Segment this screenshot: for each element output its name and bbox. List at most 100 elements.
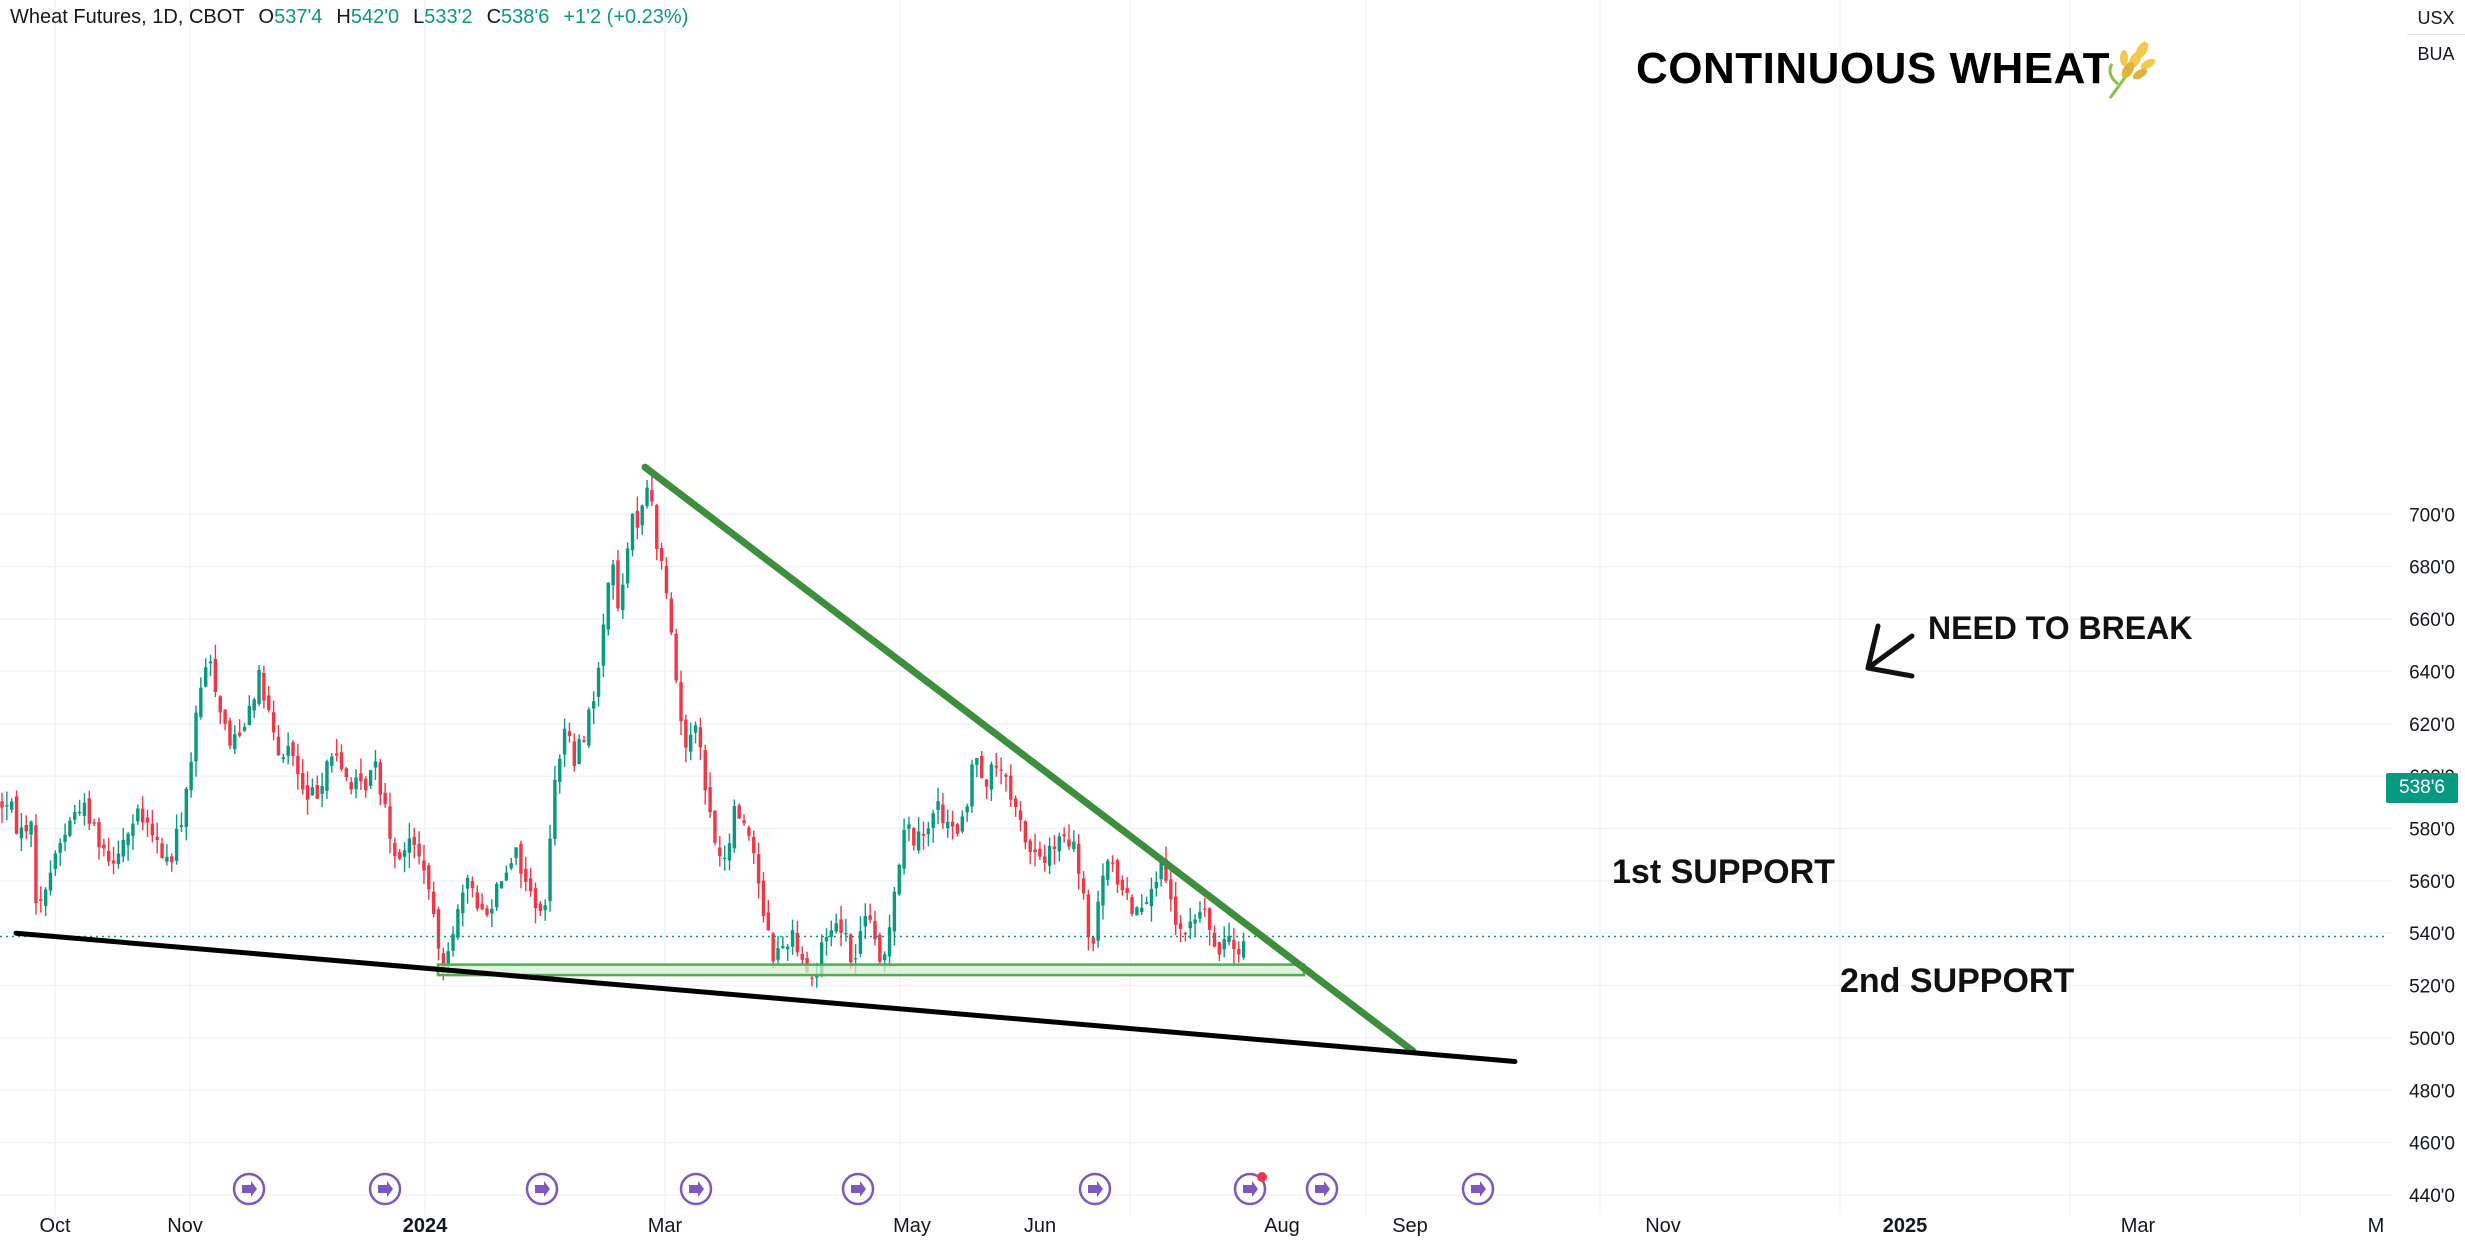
event-markers [232, 1172, 1495, 1206]
candle-body [344, 768, 349, 777]
candle [53, 850, 58, 877]
candle [921, 821, 926, 850]
event-marker-icon[interactable] [841, 1172, 875, 1206]
candle-body [339, 752, 344, 770]
candle-body [713, 810, 717, 843]
candle [1140, 893, 1144, 915]
candle-body [383, 792, 387, 805]
candle-body [819, 942, 824, 975]
candle-body [1232, 939, 1236, 950]
candle-body [946, 821, 950, 829]
candle-body [897, 864, 901, 895]
candle [1222, 926, 1226, 958]
candle [1120, 875, 1125, 896]
y-tick-label: 480'0 [2409, 1081, 2455, 1102]
candle [388, 792, 392, 854]
candle-body [543, 905, 547, 911]
candle [752, 830, 756, 865]
currency-unit-button[interactable]: USX [2407, 2, 2465, 35]
y-tick-label: 580'0 [2409, 819, 2455, 840]
candle [34, 814, 38, 915]
candle-body [252, 699, 256, 711]
candle-body [320, 786, 324, 794]
x-tick-label: M [2368, 1215, 2385, 1237]
candle [412, 827, 416, 859]
candle [150, 809, 155, 843]
candle [286, 732, 290, 765]
candle-body [538, 903, 543, 912]
event-marker-icon[interactable] [525, 1172, 559, 1206]
candle [461, 884, 465, 927]
candle-body [1140, 907, 1144, 912]
candle-body [834, 923, 838, 932]
candle-body [73, 812, 77, 820]
candle-body [82, 802, 87, 816]
candle-body [766, 912, 770, 931]
event-marker-icon[interactable] [232, 1172, 266, 1206]
candle [902, 818, 906, 875]
candle-body [417, 843, 421, 857]
candle-body [703, 749, 707, 791]
candle-body [14, 796, 19, 834]
candle [878, 932, 882, 965]
candle-body [606, 582, 610, 630]
event-marker-icon[interactable] [368, 1172, 402, 1206]
candle [1154, 871, 1158, 897]
candle-body [388, 806, 392, 839]
event-marker-icon[interactable] [1233, 1172, 1267, 1206]
candle-body [824, 937, 829, 942]
candle [795, 920, 800, 957]
candle [330, 753, 334, 773]
x-tick-label: Oct [39, 1215, 71, 1237]
candle-body [592, 701, 596, 709]
candle-body [24, 824, 28, 832]
candle-body [1212, 932, 1217, 947]
candle-body [475, 892, 479, 909]
candle-body [286, 745, 290, 756]
candle-body [912, 827, 916, 846]
candle-body [1081, 878, 1086, 894]
candle-body [1028, 840, 1032, 852]
candle-body [1101, 875, 1105, 906]
candle [897, 863, 901, 896]
candle [325, 759, 329, 799]
y-tick-label: 700'0 [2409, 505, 2455, 526]
candle-body [194, 712, 198, 762]
candle-body [1086, 894, 1091, 937]
candle [941, 793, 945, 829]
candle-body [1164, 859, 1168, 881]
measure-unit-button[interactable]: BUA [2407, 38, 2465, 70]
candle [359, 758, 363, 791]
candle [558, 754, 562, 794]
y-tick-label: 500'0 [2409, 1029, 2455, 1050]
candle-body [441, 953, 446, 970]
candle-body [708, 787, 712, 813]
candle [204, 658, 208, 688]
candle [1038, 841, 1042, 861]
candle [1091, 937, 1095, 952]
event-marker-icon[interactable] [679, 1172, 713, 1206]
candle [354, 769, 358, 799]
candle-body [761, 880, 766, 917]
candle-body [364, 778, 368, 791]
event-marker-icon[interactable] [1461, 1172, 1495, 1206]
candle-body [1193, 919, 1197, 924]
candle [223, 709, 227, 731]
candle-body [572, 741, 576, 766]
candle [213, 644, 218, 698]
candle [170, 853, 174, 872]
candle-body [902, 829, 906, 869]
event-marker-icon[interactable] [1305, 1172, 1339, 1206]
event-marker-icon[interactable] [1078, 1172, 1112, 1206]
candle [63, 823, 67, 852]
candle [669, 592, 673, 636]
candle [160, 837, 164, 859]
candle-body [223, 709, 227, 724]
candle-body [567, 731, 572, 737]
candle [422, 844, 426, 885]
candle-body [1174, 896, 1178, 925]
candle-body [1047, 845, 1052, 866]
candle-body [431, 891, 436, 915]
